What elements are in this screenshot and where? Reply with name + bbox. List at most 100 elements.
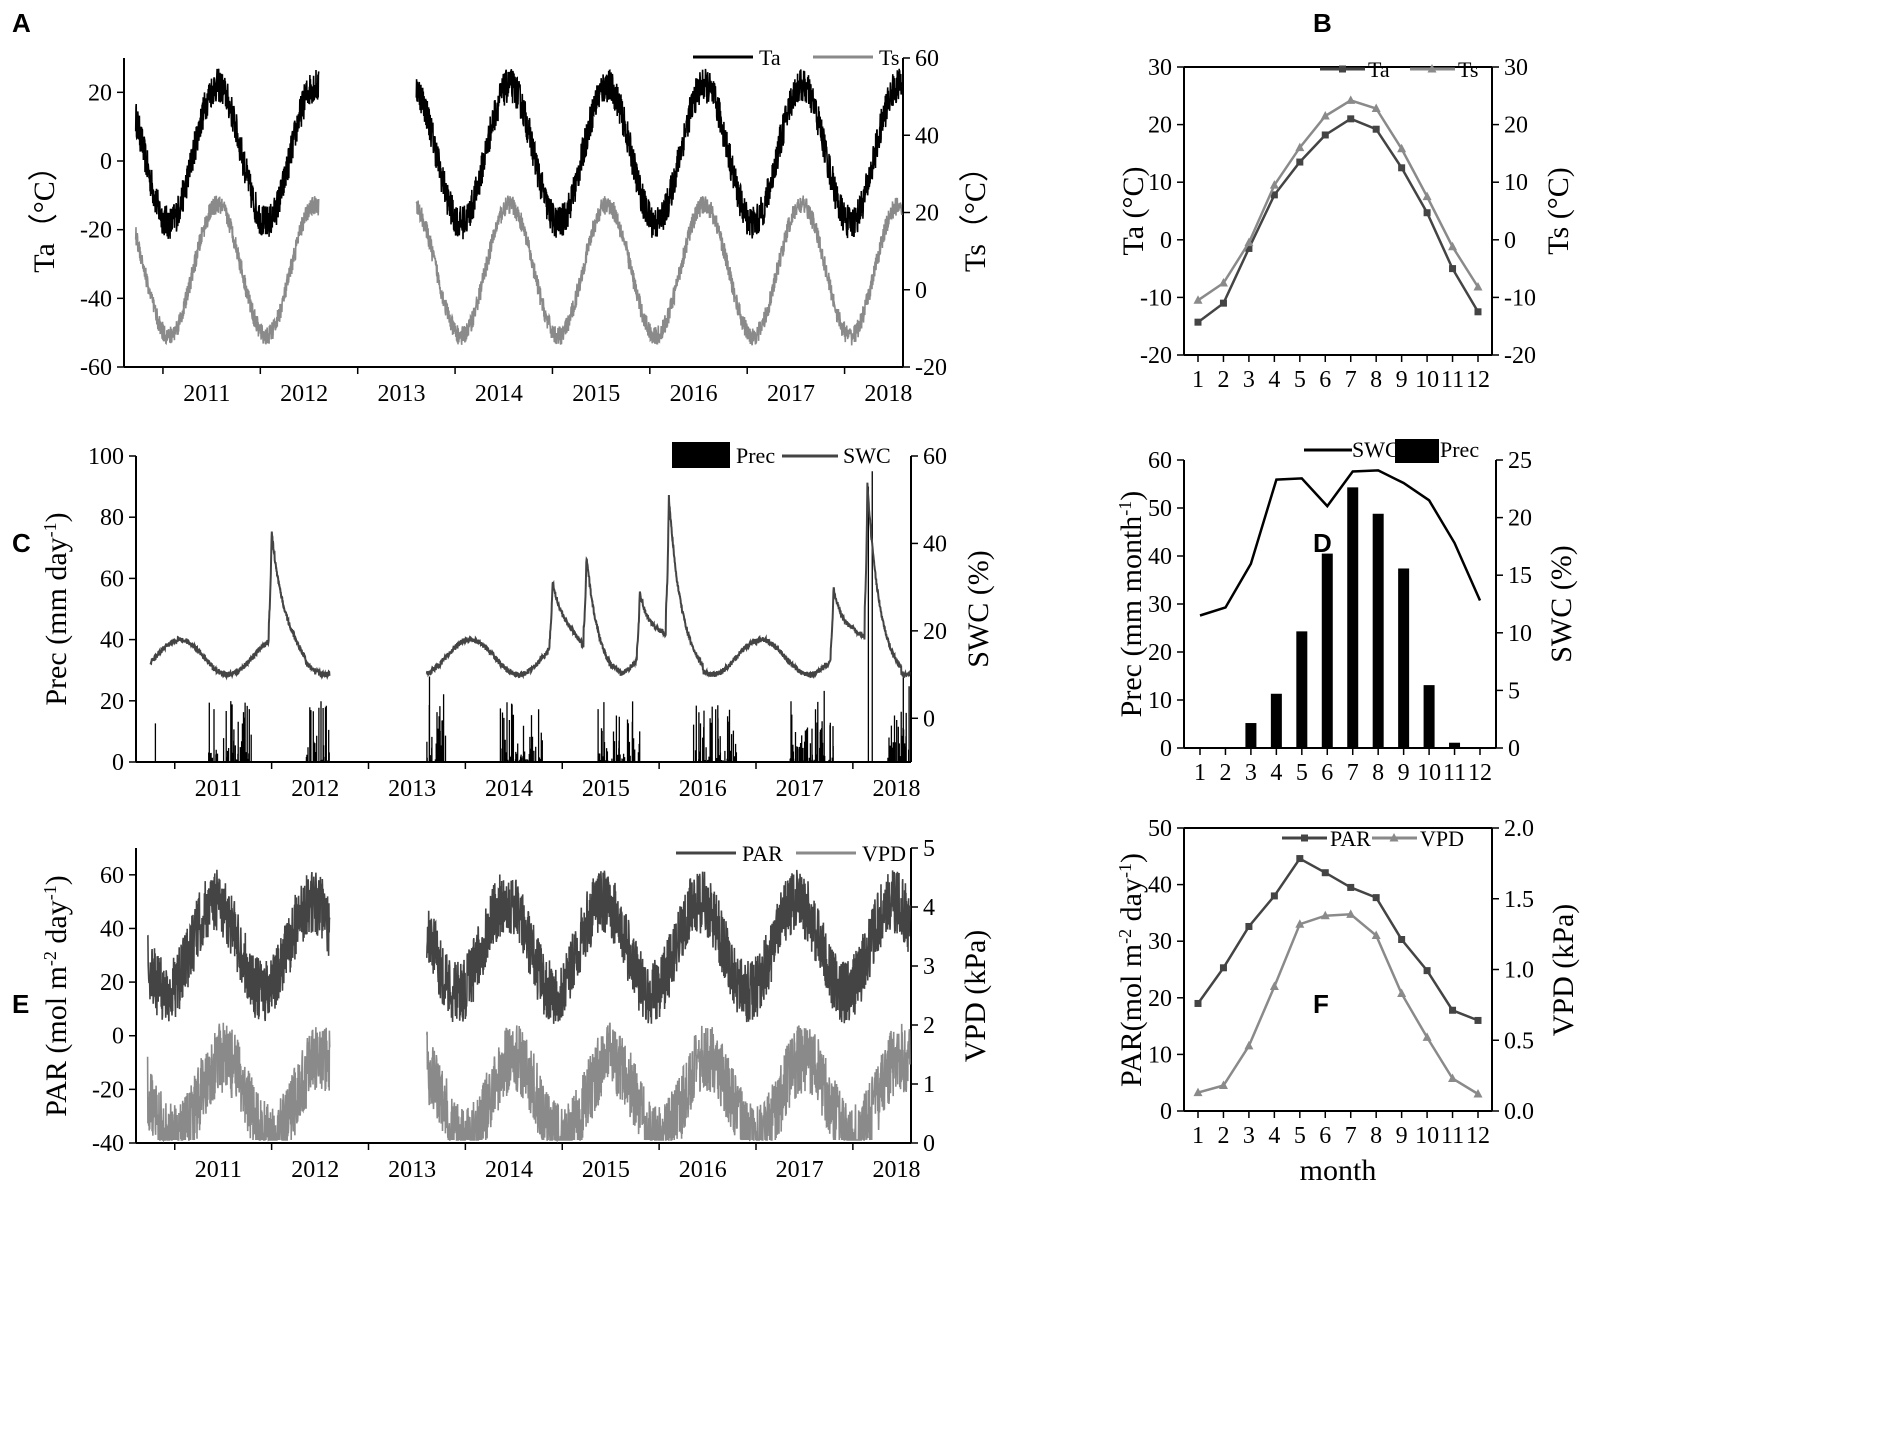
y-axis-label: Prec (mm month-1)	[1115, 491, 1148, 718]
series-line-vpd	[146, 1022, 911, 1143]
legend-label-ts: Ts	[879, 45, 899, 70]
y2-tick-label: 0.5	[1504, 1028, 1534, 1054]
x-tick-label: 2016	[670, 381, 718, 407]
x-tick-label: 4	[1268, 1123, 1280, 1149]
marker-vpd	[1295, 919, 1305, 928]
x-tick-label: 1	[1192, 1123, 1204, 1149]
marker-vpd	[1244, 1040, 1254, 1050]
series-line-ta	[134, 68, 903, 240]
y-tick-label: 40	[100, 916, 124, 942]
prec-bar	[1321, 553, 1333, 748]
marker-vpd	[1269, 981, 1279, 990]
x-tick-label: 9	[1396, 1123, 1408, 1149]
x-tick-label: 2018	[872, 776, 920, 802]
marker-ta	[1296, 158, 1304, 166]
y-axis-label: Prec (mm day-1)	[40, 512, 73, 705]
marker-par	[1296, 855, 1304, 863]
x-tick-label: 3	[1245, 760, 1257, 786]
y-tick-label: -20	[92, 1077, 124, 1103]
y2-tick-label: 25	[1508, 448, 1532, 474]
y-tick-label: 100	[88, 444, 124, 470]
marker-vpd	[1320, 910, 1330, 920]
x-tick-label: 9	[1396, 367, 1408, 393]
y-tick-label: -20	[80, 218, 112, 244]
x-tick-label: 2015	[582, 1157, 630, 1183]
x-tick-label: 2	[1217, 367, 1229, 393]
y-tick-label: 20	[100, 689, 124, 715]
series-line-par	[146, 869, 911, 1024]
y2-tick-label: 0.0	[1504, 1099, 1534, 1125]
marker-ta	[1449, 265, 1457, 273]
y-tick-label: -40	[92, 1131, 124, 1157]
legend-label-prec: Prec	[1440, 437, 1479, 462]
y-tick-label: 10	[1148, 688, 1172, 714]
x-tick-label: 12	[1468, 760, 1492, 786]
marker-vpd	[1346, 909, 1356, 918]
y2-tick-label: 0	[923, 706, 935, 732]
series-line-ts	[134, 195, 903, 346]
prec-bar	[1398, 568, 1410, 748]
legend-marker-par	[1301, 834, 1308, 842]
marker-par	[1398, 936, 1406, 944]
marker-ta	[1474, 308, 1482, 316]
panel-e-chart: 2011 2012 2013 2014 2015 2016 2017 20186040200-…	[40, 836, 992, 1183]
marker-vpd	[1193, 1087, 1203, 1097]
x-tick-label: 2013	[388, 1157, 436, 1183]
panel-letter-c: C	[12, 528, 31, 558]
marker-ts	[1244, 237, 1254, 247]
y-tick-label: 50	[1148, 816, 1172, 842]
y-axis-label: Ta（°C）	[28, 151, 61, 273]
panel-c-chart: 2011 2012 2013 2014 2015 2016 2017 2018 100 80 60 4…	[40, 442, 995, 802]
x-tick-label: 2015	[582, 776, 630, 802]
marker-ta	[1321, 131, 1329, 139]
legend-label-prec: Prec	[736, 443, 775, 468]
y-tick-label: 20	[100, 970, 124, 996]
marker-ts	[1269, 180, 1279, 189]
x-tick-label: 8	[1372, 760, 1384, 786]
x-tick-label: 1	[1192, 367, 1204, 393]
y-tick-label: 50	[1148, 496, 1172, 522]
marker-ta	[1245, 244, 1253, 252]
x-tick-label: 5	[1294, 1123, 1306, 1149]
marker-par	[1219, 964, 1227, 972]
x-tick-label: 2017	[776, 1157, 824, 1183]
marker-vpd	[1397, 988, 1407, 998]
legend-swatch-prec	[672, 442, 730, 468]
x-tick-label: 2016	[679, 776, 727, 802]
y-tick-label: 30	[1148, 592, 1172, 618]
y-tick-label: 0	[1160, 1099, 1172, 1125]
marker-vpd	[1218, 1080, 1228, 1090]
x-tick-label: 2018	[864, 381, 912, 407]
marker-ta	[1423, 209, 1431, 217]
marker-par	[1449, 1006, 1457, 1014]
y2-tick-label: 1.0	[1504, 958, 1534, 984]
y2-tick-label: 10	[1504, 170, 1528, 196]
legend-label-vpd: VPD	[862, 841, 906, 866]
marker-ta	[1398, 164, 1406, 172]
x-tick-label: 2014	[475, 381, 523, 407]
x-tick-label: 2014	[485, 776, 533, 802]
panel-d-chart: 1 2 3 4 5 6 7 8 9 10 11 1260504030201002520151050SW…	[1115, 437, 1578, 786]
y2-tick-label: 30	[1504, 55, 1528, 81]
panel-letter-a: A	[12, 8, 31, 38]
x-tick-label: 2012	[291, 776, 339, 802]
prec-bar	[1423, 685, 1435, 748]
series-line-swc	[1199, 469, 1482, 617]
prec-bars	[154, 471, 910, 762]
marker-vpd	[1371, 930, 1381, 940]
x-tick-label: 7	[1345, 367, 1357, 393]
series-line-par	[1196, 856, 1479, 1022]
y-tick-label: 10	[1148, 170, 1172, 196]
y-tick-label: -40	[80, 286, 112, 312]
prec-bar	[1245, 723, 1257, 748]
marker-par	[1245, 922, 1253, 930]
x-tick-label: 2013	[378, 381, 426, 407]
y2-tick-label: -10	[1504, 285, 1536, 311]
panel-letter-b: B	[1313, 8, 1332, 38]
y2-axis-label: VPD (kPa)	[959, 930, 992, 1063]
x-tick-label: 1	[1194, 760, 1206, 786]
marker-par	[1347, 883, 1355, 891]
marker-par	[1372, 894, 1380, 902]
panel-f-chart: 1 2 3 4 5 6 7 8 9 10 11 12504030201002.01.51.00.50.…	[1115, 816, 1580, 1187]
